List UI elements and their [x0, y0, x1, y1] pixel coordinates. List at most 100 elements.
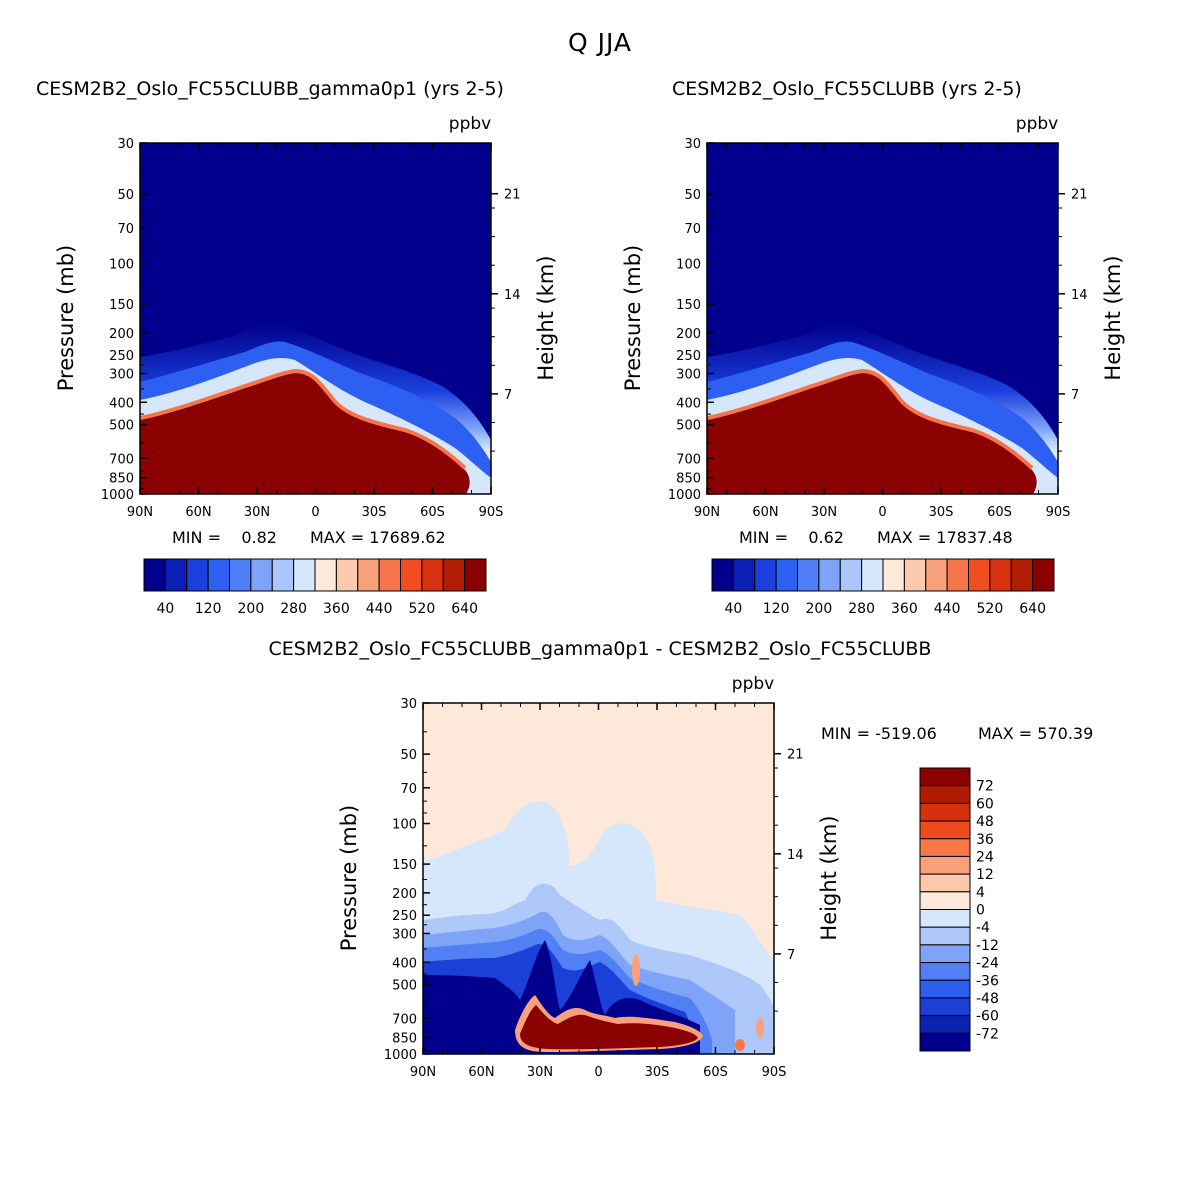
panel-c-pos-spot-a	[632, 954, 640, 986]
x-tick-label: 60N	[752, 505, 778, 520]
panel-b-units: ppbv	[1016, 114, 1058, 134]
y-tick-label: 70	[684, 222, 701, 237]
x-tick-label: 30S	[362, 505, 387, 520]
y-tick-label: 70	[400, 782, 417, 797]
y-right-tick-label: 21	[1071, 188, 1088, 203]
x-tick-label: 30N	[527, 1065, 553, 1080]
colorbar-box	[919, 873, 971, 893]
colorbar-box	[919, 891, 971, 910]
panel-a-axes: 3050701001502002503004005007008501000211…	[101, 137, 521, 520]
colorbar-box	[1032, 558, 1055, 592]
panel-b-colorbar: 40 120 200 280 360 440 520 640	[711, 558, 1055, 617]
panel-c-pos-spot-c	[735, 1039, 745, 1051]
colorbar-label: 360	[891, 601, 918, 617]
colorbar-label: 640	[451, 601, 478, 617]
y-right-tick-label: 7	[787, 948, 795, 963]
y-right-tick-label: 21	[787, 748, 804, 763]
colorbar-box	[989, 558, 1012, 592]
y-tick-label: 30	[400, 697, 417, 712]
colorbar-box	[378, 558, 401, 592]
colorbar-label: 520	[977, 601, 1004, 617]
y-tick-label: 500	[676, 419, 701, 434]
colorbar-box	[919, 838, 971, 857]
colorbar-box	[711, 558, 734, 592]
colorbar-box	[903, 558, 927, 592]
x-tick-label: 60S	[420, 505, 445, 520]
colorbar-label: 360	[323, 601, 350, 617]
x-tick-label: 90S	[1046, 505, 1071, 520]
panel-b: 3050701001502002503004005007008501000211…	[621, 114, 1125, 617]
panel-a-min: MIN = 0.82	[172, 528, 277, 547]
y-tick-label: 700	[109, 452, 134, 467]
x-tick-label: 30S	[645, 1065, 670, 1080]
colorbar-box	[400, 558, 423, 592]
x-tick-label: 0	[311, 505, 319, 520]
colorbar-label: -60	[976, 1009, 999, 1025]
y-tick-label: 100	[676, 258, 701, 273]
colorbar-box	[164, 558, 188, 592]
colorbar-box	[919, 802, 971, 822]
panel-b-high-region	[707, 373, 1037, 494]
colorbar-box	[968, 558, 991, 592]
colorbar-label: 48	[976, 814, 994, 830]
panel-b-sfc-band	[707, 368, 1034, 470]
panel-c: 3050701001502002503004005007008501000211…	[337, 674, 1093, 1080]
colorbar-label: 640	[1019, 601, 1046, 617]
y-right-tick-label: 14	[787, 848, 804, 863]
colorbar-label: -4	[976, 920, 990, 936]
colorbar-label: 40	[156, 601, 174, 617]
colorbar-box	[1010, 558, 1034, 592]
y-tick-label: 850	[109, 472, 134, 487]
colorbar-label: 120	[763, 601, 790, 617]
colorbar-label: -72	[976, 1026, 999, 1042]
x-tick-label: 90N	[694, 505, 720, 520]
y-tick-label: 850	[392, 1032, 417, 1047]
colorbar-box	[919, 1015, 971, 1034]
panel-a-title: CESM2B2_Oslo_FC55CLUBB_gamma0p1 (yrs 2-5…	[36, 78, 504, 100]
panel-c-field	[423, 703, 774, 1054]
y-tick-label: 300	[676, 367, 701, 382]
colorbar-box	[293, 558, 316, 592]
colorbar-label: -36	[976, 973, 999, 989]
colorbar-box	[442, 558, 466, 592]
y-right-tick-label: 21	[504, 188, 521, 203]
colorbar-box	[775, 558, 798, 592]
panel-c-pos-72	[520, 1005, 698, 1050]
panel-c-pos-spot-b	[756, 1018, 764, 1038]
panel-c-axes: 3050701001502002503004005007008501000211…	[384, 697, 804, 1080]
y-tick-label: 500	[109, 419, 134, 434]
colorbar-box	[464, 558, 487, 592]
colorbar-box	[919, 1032, 971, 1052]
colorbar-box	[882, 558, 905, 592]
x-tick-label: 30N	[244, 505, 270, 520]
panel-a-units: ppbv	[449, 114, 491, 134]
panel-b-title: CESM2B2_Oslo_FC55CLUBB (yrs 2-5)	[672, 78, 1022, 100]
panel-a-sfc-band	[140, 368, 467, 470]
colorbar-box	[839, 558, 863, 592]
colorbar-label: 4	[976, 885, 985, 901]
colorbar-label: -48	[976, 991, 999, 1007]
x-tick-label: 90N	[410, 1065, 436, 1080]
y-tick-label: 100	[392, 818, 417, 833]
colorbar-box	[919, 979, 971, 999]
panel-b-min: MIN = 0.62	[739, 528, 844, 547]
panel-c-ylabel-right: Height (km)	[817, 815, 841, 940]
colorbar-label: 520	[409, 601, 436, 617]
y-tick-label: 300	[109, 367, 134, 382]
colorbar-box	[946, 558, 969, 592]
colorbar-box	[207, 558, 230, 592]
colorbar-box	[919, 962, 971, 981]
colorbar-box	[229, 558, 252, 592]
colorbar-box	[919, 855, 971, 875]
colorbar-box	[919, 785, 971, 804]
y-tick-label: 1000	[101, 488, 134, 503]
colorbar-box	[421, 558, 444, 592]
colorbar-box	[919, 944, 971, 964]
y-tick-label: 150	[109, 298, 134, 313]
y-tick-label: 700	[676, 452, 701, 467]
panel-c-units: ppbv	[732, 674, 774, 694]
panel-b-ylabel: Pressure (mb)	[621, 245, 645, 392]
colorbar-box	[919, 926, 971, 946]
